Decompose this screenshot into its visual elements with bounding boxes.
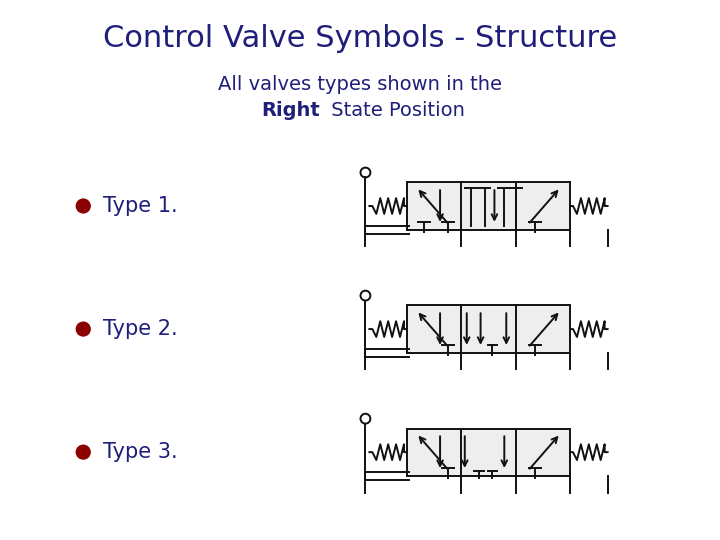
Circle shape [76, 199, 90, 213]
Text: All valves types shown in the: All valves types shown in the [218, 76, 502, 94]
Bar [407, 429, 570, 476]
Text: Right: Right [261, 101, 320, 120]
Text: Type 3.: Type 3. [103, 442, 178, 462]
Text: State Position: State Position [325, 101, 465, 120]
Text: Type 1.: Type 1. [103, 196, 178, 216]
Circle shape [76, 322, 90, 336]
Text: Control Valve Symbols - Structure: Control Valve Symbols - Structure [103, 24, 617, 53]
Bar [407, 306, 570, 353]
Text: Type 2.: Type 2. [103, 319, 178, 339]
Circle shape [76, 446, 90, 459]
Bar [407, 183, 570, 230]
